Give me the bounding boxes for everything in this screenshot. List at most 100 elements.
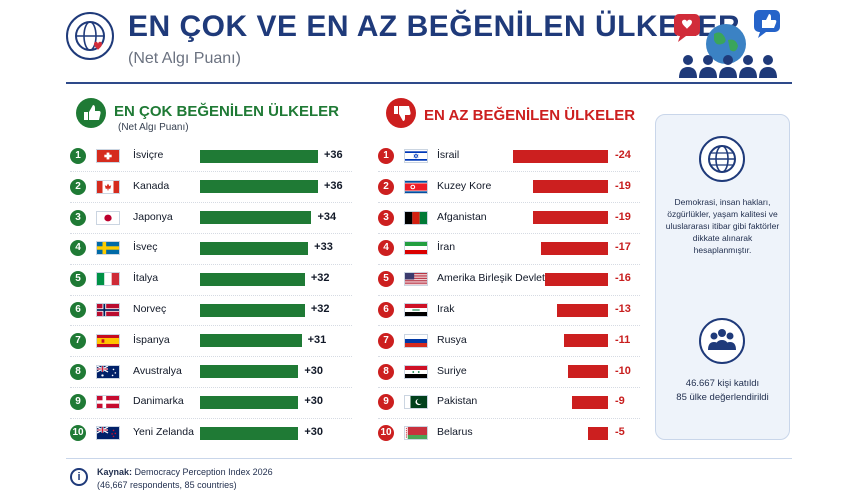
thumbs-up-icon	[76, 98, 106, 128]
row-divider	[378, 325, 640, 327]
bar	[200, 303, 305, 317]
source-line: Kaynak: Democracy Perception Index 2026	[97, 467, 273, 477]
rank-badge: 2	[70, 178, 86, 195]
source-note: (46,667 respondents, 85 countries)	[97, 480, 237, 490]
rank-badge: 4	[70, 240, 86, 257]
rank-badge: 8	[70, 363, 86, 380]
country-name: Norveç	[133, 303, 167, 315]
israel-flag-icon	[404, 149, 428, 163]
row-divider	[378, 202, 640, 204]
value-label: +34	[317, 210, 337, 223]
switzerland-flag-icon	[96, 149, 120, 163]
bar	[556, 303, 608, 317]
value-label: +32	[310, 272, 330, 285]
value-label: -17	[615, 241, 631, 254]
country-name: Yeni Zelanda	[133, 426, 194, 439]
right-section-title: EN AZ BEĞENİLEN ÜLKELER	[424, 107, 636, 124]
value-label: +30	[304, 395, 323, 408]
rank-badge: 7	[378, 332, 394, 349]
rank-badge: 6	[70, 302, 86, 318]
rank-badge: 2	[378, 178, 394, 195]
value-label: +32	[310, 303, 330, 315]
value-label: -13	[615, 303, 631, 315]
page-subtitle: (Net Algı Puanı)	[128, 50, 241, 67]
afghanistan-flag-icon	[404, 210, 428, 225]
japan-flag-icon	[96, 210, 120, 225]
bar	[540, 241, 608, 255]
value-label: +30	[304, 426, 323, 439]
value-label: +31	[307, 333, 327, 346]
bar	[200, 395, 299, 409]
value-label: +30	[304, 364, 323, 377]
row-divider	[70, 325, 352, 327]
bar	[532, 211, 608, 225]
left-section-title: EN ÇOK BEĞENİLEN ÜLKELER	[114, 103, 340, 120]
bar	[200, 426, 299, 440]
bar	[200, 180, 318, 194]
country-name: İsveç	[133, 241, 158, 254]
bar	[200, 211, 312, 225]
pakistan-flag-icon	[404, 395, 428, 410]
rank-badge: 6	[378, 302, 394, 318]
row-divider	[70, 263, 352, 265]
rank-badge: 4	[378, 240, 394, 257]
bar	[544, 272, 608, 286]
page-title: EN ÇOK VE EN AZ BEĞENİLEN ÜLKELER	[128, 10, 741, 43]
bar	[200, 334, 302, 348]
country-name: Japonya	[133, 210, 173, 223]
countries-text: 85 ülke değerlendirildi	[676, 392, 769, 403]
bar	[200, 365, 299, 379]
country-name: Pakistan	[437, 395, 478, 408]
bar	[568, 365, 608, 379]
country-name: Rusya	[437, 333, 467, 346]
value-label: +33	[314, 241, 333, 254]
row-divider	[70, 171, 352, 173]
value-label: -19	[615, 210, 631, 223]
country-name: Kuzey Kore	[437, 179, 492, 192]
header-divider	[66, 82, 792, 84]
value-label: +36	[324, 179, 343, 192]
rank-badge: 3	[70, 209, 86, 226]
row-divider	[70, 294, 352, 296]
value-label: +36	[324, 149, 343, 161]
value-label: -10	[615, 364, 631, 377]
participants-text: 46.667 kişi katıldı	[685, 378, 760, 389]
new-zealand-flag-icon	[96, 426, 120, 441]
footer-divider	[66, 458, 792, 459]
rank-badge: 9	[70, 394, 86, 411]
country-name: İsrail	[437, 149, 460, 161]
rank-badge: 9	[378, 394, 394, 411]
row-divider	[70, 387, 352, 388]
row-divider	[70, 233, 352, 234]
bar	[532, 180, 608, 194]
thumbs-down-icon	[386, 98, 416, 128]
rank-badge: 8	[378, 363, 394, 380]
rank-badge: 10	[378, 425, 394, 442]
left-section-subtitle: (Net Algı Puanı)	[118, 122, 189, 133]
country-name: Suriye	[437, 364, 467, 377]
russia-flag-icon	[404, 333, 428, 348]
row-divider	[70, 202, 352, 204]
row-divider	[378, 294, 640, 296]
value-label: -24	[615, 149, 631, 161]
north-korea-flag-icon	[404, 179, 428, 194]
source-text: Democracy Perception Index 2026	[134, 467, 273, 477]
rank-badge: 3	[378, 209, 394, 226]
country-name: Amerika Birleşik Devletleri	[437, 272, 559, 285]
country-name: Kanada	[133, 179, 170, 192]
row-divider	[378, 171, 640, 173]
country-name: Afganistan	[437, 210, 487, 223]
row-divider	[70, 417, 352, 419]
country-name: Danimarka	[133, 395, 184, 408]
syria-flag-icon	[404, 364, 428, 379]
country-name: Belarus	[437, 426, 473, 439]
country-name: İspanya	[133, 333, 170, 346]
bar	[200, 272, 305, 286]
globe-heart-icon	[66, 12, 114, 60]
country-name: Irak	[437, 303, 455, 315]
value-label: -11	[615, 333, 631, 346]
value-label: -19	[615, 179, 631, 192]
bar	[572, 395, 608, 409]
usa-flag-icon	[404, 272, 428, 287]
iran-flag-icon	[404, 241, 428, 256]
